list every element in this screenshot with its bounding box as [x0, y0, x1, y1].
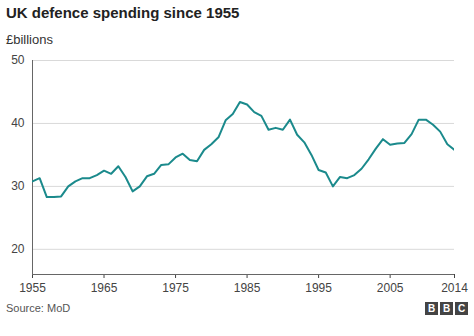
svg-text:1955: 1955 [19, 281, 46, 295]
html-text:B: B [442, 303, 451, 314]
svg-text:2005: 2005 [377, 281, 404, 295]
svg-text:1965: 1965 [91, 281, 118, 295]
html-text:C: C [457, 303, 466, 314]
svg-text:30: 30 [11, 179, 25, 193]
html-text:Source: MoD: Source: MoD [6, 302, 71, 314]
svg-text:50: 50 [11, 53, 25, 67]
svg-text:1975: 1975 [162, 281, 189, 295]
html-text:UK defence spending since 1955: UK defence spending since 1955 [6, 4, 240, 21]
html-text:B: B [427, 303, 436, 314]
html-text:£billions: £billions [6, 32, 53, 47]
svg-text:1985: 1985 [234, 281, 261, 295]
svg-text:1995: 1995 [305, 281, 332, 295]
svg-text:40: 40 [11, 116, 25, 130]
svg-text:2014: 2014 [441, 281, 468, 295]
svg-text:20: 20 [11, 242, 25, 256]
